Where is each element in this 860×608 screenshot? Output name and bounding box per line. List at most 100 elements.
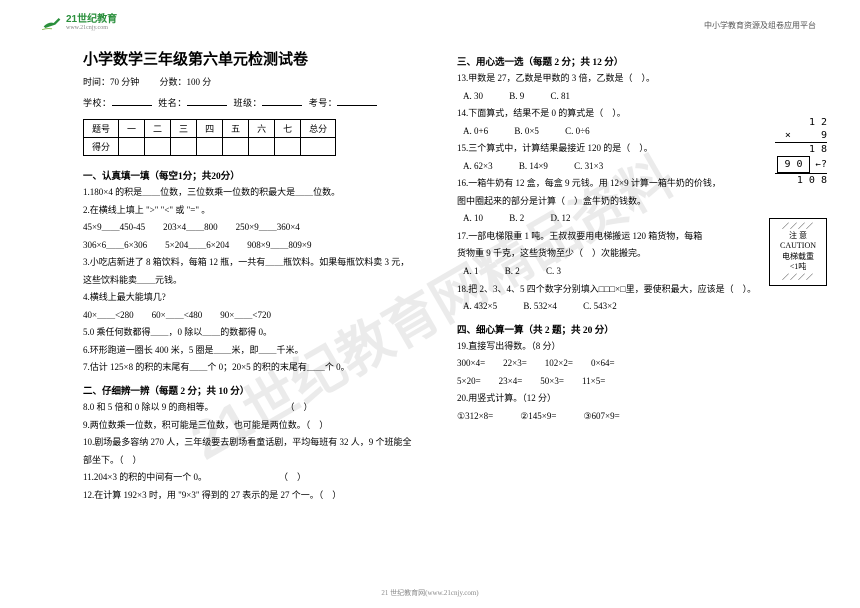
th: 三 xyxy=(171,120,197,138)
stripe-top: ／／／／ xyxy=(770,222,826,231)
q11: 11.204×3 的积的中间有一个 0。 （ ） xyxy=(83,469,413,487)
opt: B. 2 xyxy=(509,210,524,228)
q3: 3.小吃店新进了 8 箱饮料，每箱 12 瓶，一共有＿＿瓶饮料。如果每瓶饮料卖 … xyxy=(83,254,413,289)
q4: 4.横线上最大能填几? xyxy=(83,289,413,307)
q7: 7.估计 125×8 的积的末尾有＿＿个 0；20×5 的积的末尾有＿＿个 0。 xyxy=(83,359,413,377)
score-table: 题号 一 二 三 四 五 六 七 总分 得分 xyxy=(83,119,336,156)
q17: 17.一部电梯限重 1 吨。王叔叔要用电梯搬运 120 箱货物，每箱 xyxy=(457,228,783,246)
q10: 10.剧场最多容纳 270 人，三年级要去剧场看童话剧，平均每班有 32 人，9… xyxy=(83,434,413,469)
q16-opts: A. 10 B. 2 D. 12 xyxy=(463,210,783,228)
vertical-calc-diagram: 1 2 × 9 1 8 9 0 ←? 1 0 8 xyxy=(757,116,827,187)
q14-opts: A. 0+6 B. 0×5 C. 0÷6 xyxy=(463,123,783,141)
q15: 15.三个算式中，计算结果最接近 120 的是（ ）。 xyxy=(457,140,783,158)
table-row: 题号 一 二 三 四 五 六 七 总分 xyxy=(84,120,336,138)
opt: D. 12 xyxy=(551,210,571,228)
section-1-head: 一、认真填一填（每空1分；共20分） xyxy=(83,168,413,182)
q18: 18.把 2、3、4、5 四个数字分别填入□□□×□里，要使积最大，应该是（ ）… xyxy=(457,281,783,299)
opt: C. 3 xyxy=(546,263,561,281)
opt: A. 62×3 xyxy=(463,158,493,176)
row-label: 得分 xyxy=(84,138,119,156)
th: 二 xyxy=(145,120,171,138)
opt: B. 2 xyxy=(505,263,520,281)
q18-opts: A. 432×5 B. 532×4 C. 543×2 xyxy=(463,298,783,316)
q2: 2.在横线上填上 ">" "<" 或 "=" 。 xyxy=(83,202,413,220)
q13-opts: A. 30 B. 9 C. 81 xyxy=(463,88,783,106)
opt: A. 432×5 xyxy=(463,298,497,316)
section-3-head: 三、用心选一选（每题 2 分；共 12 分） xyxy=(457,54,783,68)
opt: B. 9 xyxy=(509,88,524,106)
time-label: 时间： xyxy=(83,77,110,87)
q6: 6.环形跑道一圈长 400 米，5 圈是＿＿米，即＿＿千米。 xyxy=(83,342,413,360)
q19: 19.直接写出得数。（8 分） xyxy=(457,338,783,356)
opt: C. 31×3 xyxy=(574,158,603,176)
opt: C. 0÷6 xyxy=(565,123,589,141)
q4a: 40×＿＿<280 60×＿＿<480 90×＿＿<720 xyxy=(83,307,413,325)
th: 五 xyxy=(223,120,249,138)
th: 四 xyxy=(197,120,223,138)
q16: 16.一箱牛奶有 12 盒，每盒 9 元钱。用 12×9 计算一箱牛奶的价钱， xyxy=(457,175,783,193)
opt: B. 532×4 xyxy=(523,298,557,316)
opt: B. 14×9 xyxy=(519,158,548,176)
q9: 9.两位数乘一位数，积可能是三位数，也可能是两位数。（ ） xyxy=(83,417,413,435)
opt: C. 81 xyxy=(551,88,571,106)
class-label: 班级： xyxy=(234,98,263,108)
opt: A. 1 xyxy=(463,263,479,281)
opt: B. 0×5 xyxy=(514,123,539,141)
calc-p1: 1 8 xyxy=(757,143,827,156)
q2a: 45×9＿＿450-45 203×4＿＿800 250×9＿＿360×4 xyxy=(83,219,413,237)
q2b: 306×6＿＿6×306 5×204＿＿6×204 908×9＿＿809×9 xyxy=(83,237,413,255)
examno-label: 考号： xyxy=(309,98,338,108)
section-2-head: 二、仔细辨一辨（每题 2 分；共 10 分） xyxy=(83,383,413,397)
q1: 1.180×4 的积是＿＿位数，三位数乘一位数的积最大是＿＿位数。 xyxy=(83,184,413,202)
q17-opts: A. 1 B. 2 C. 3 xyxy=(463,263,783,281)
info-line: 学校： 姓名： 班级： 考号： xyxy=(83,96,413,109)
stripe-bottom: ／／／／ xyxy=(770,273,826,282)
right-column: 三、用心选一选（每题 2 分；共 12 分） 13.甲数是 27，乙数是甲数的 … xyxy=(457,48,783,504)
footer: 21 世纪教育网(www.21cnjy.com) xyxy=(0,588,860,598)
caution-l2: CAUTION xyxy=(770,241,826,251)
left-column: 小学数学三年级第六单元检测试卷 时间：70 分钟 分数：100 分 学校： 姓名… xyxy=(83,48,413,504)
th: 六 xyxy=(249,120,275,138)
th: 总分 xyxy=(301,120,336,138)
calc-res: 1 0 8 xyxy=(757,174,827,187)
time-val: 70 分钟 xyxy=(110,77,139,87)
caution-sign: ／／／／ 注 意 CAUTION 电梯载重 <1吨 ／／／／ xyxy=(769,218,827,286)
arrow-icon: ← xyxy=(816,160,821,172)
calc-n1: 1 2 xyxy=(757,116,827,129)
q8: 8.0 和 5 倍和 0 除以 9 的商相等。 （ ） xyxy=(83,399,413,417)
school-label: 学校： xyxy=(83,98,112,108)
q20a: ①312×8= ②145×9= ③607×9= xyxy=(457,408,783,426)
caution-l3: 电梯载重 xyxy=(770,252,826,262)
q14: 14.下面算式，结果不是 0 的算式是（ ）。 xyxy=(457,105,783,123)
opt: C. 543×2 xyxy=(583,298,617,316)
th: 题号 xyxy=(84,120,119,138)
exam-meta: 时间：70 分钟 分数：100 分 xyxy=(83,75,413,88)
page-content: 小学数学三年级第六单元检测试卷 时间：70 分钟 分数：100 分 学校： 姓名… xyxy=(83,48,783,504)
opt: A. 30 xyxy=(463,88,483,106)
q19b: 5×20= 23×4= 50×3= 11×5= xyxy=(457,373,783,391)
score-val: 100 分 xyxy=(187,77,212,87)
logo-flying-icon xyxy=(42,14,62,32)
q15-opts: A. 62×3 B. 14×9 C. 31×3 xyxy=(463,158,783,176)
section-4-head: 四、细心算一算（共 2 题；共 20 分） xyxy=(457,322,783,336)
q16b: 图中圈起来的部分是计算（ ）盒牛奶的钱数。 xyxy=(457,193,783,211)
exam-title: 小学数学三年级第六单元检测试卷 xyxy=(83,48,413,69)
header-right-text: 中小学教育资源及组卷应用平台 xyxy=(704,20,816,31)
q17b: 货物重 9 千克，这些货物至少（ ）次能搬完。 xyxy=(457,245,783,263)
opt: A. 10 xyxy=(463,210,483,228)
q13: 13.甲数是 27，乙数是甲数的 3 倍，乙数是（ ）。 xyxy=(457,70,783,88)
opt: A. 0+6 xyxy=(463,123,488,141)
q20: 20.用竖式计算。（12 分） xyxy=(457,390,783,408)
score-label: 分数： xyxy=(160,77,187,87)
logo-text-cn: 21世纪教育 xyxy=(66,15,117,25)
header-logo: 21世纪教育 www.21cnjy.com xyxy=(42,14,117,32)
table-row: 得分 xyxy=(84,138,336,156)
q19a: 300×4= 22×3= 102×2= 0×64= xyxy=(457,355,783,373)
calc-box: 9 0 xyxy=(777,156,809,173)
th: 一 xyxy=(119,120,145,138)
logo-text-url: www.21cnjy.com xyxy=(66,25,117,31)
calc-op: × 9 xyxy=(757,129,827,142)
q5: 5.0 乘任何数都得＿＿，0 除以＿＿的数都得 0。 xyxy=(83,324,413,342)
name-label: 姓名： xyxy=(158,98,187,108)
q12: 12.在计算 192×3 时，用 "9×3" 得到的 27 表示的是 27 个一… xyxy=(83,487,413,505)
